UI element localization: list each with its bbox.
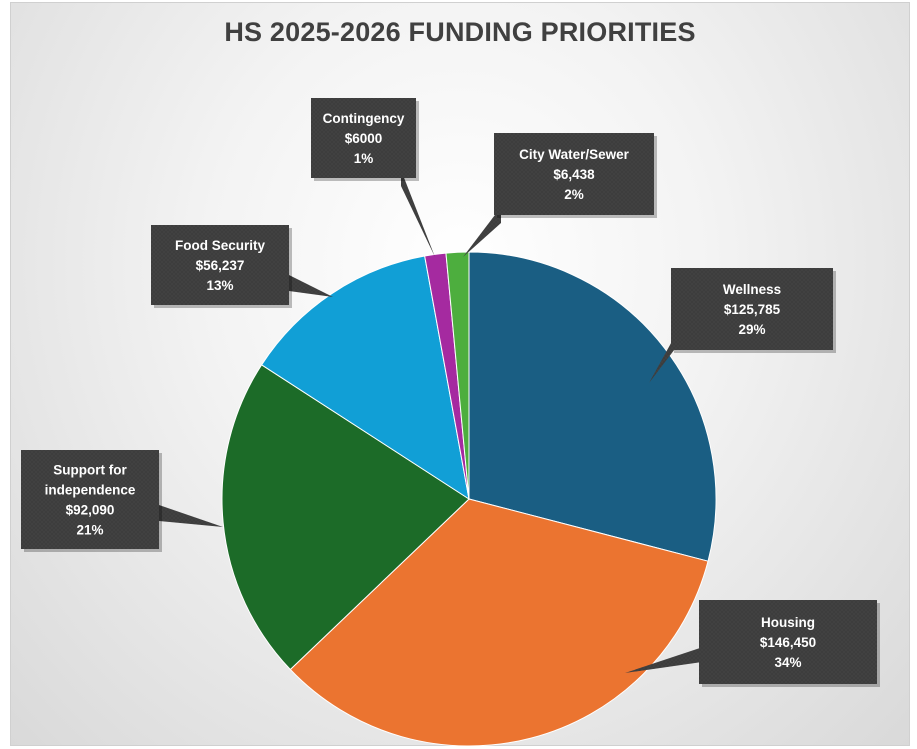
data-label-contingency: Contingency $6000 1% <box>311 98 435 257</box>
callout-pointer <box>289 275 333 297</box>
callout-pointer <box>401 170 435 257</box>
label-value: $6,438 <box>553 167 595 182</box>
label-value: $146,450 <box>760 635 816 650</box>
label-category: City Water/Sewer <box>519 147 630 162</box>
label-percent: 13% <box>206 278 233 293</box>
label-percent: 34% <box>774 655 801 670</box>
label-category: independence <box>45 483 136 498</box>
data-label-food-security: Food Security $56,237 13% <box>151 225 333 308</box>
label-category: Wellness <box>723 282 781 297</box>
label-value: $56,237 <box>196 258 245 273</box>
label-value: $6000 <box>345 131 383 146</box>
callout-pointer <box>159 505 223 527</box>
data-label-support-for-independence: Support for independence $92,090 21% <box>21 450 223 552</box>
label-percent: 2% <box>564 187 584 202</box>
label-value: $92,090 <box>66 503 115 518</box>
label-percent: 29% <box>738 322 765 337</box>
label-category: Housing <box>761 615 815 630</box>
label-category: Contingency <box>323 111 405 126</box>
label-percent: 1% <box>354 151 374 166</box>
pie-chart: Wellness $125,785 29% Housing $146,450 34% Sup… <box>11 3 911 747</box>
label-category: Support for <box>53 463 127 478</box>
label-value: $125,785 <box>724 302 781 317</box>
chart-area: HS 2025-2026 FUNDING PRIORITIES Wellness… <box>10 2 910 746</box>
label-percent: 21% <box>76 523 103 538</box>
label-category: Food Security <box>175 238 266 253</box>
data-label-city-water-sewer: City Water/Sewer $6,438 2% <box>463 133 657 257</box>
